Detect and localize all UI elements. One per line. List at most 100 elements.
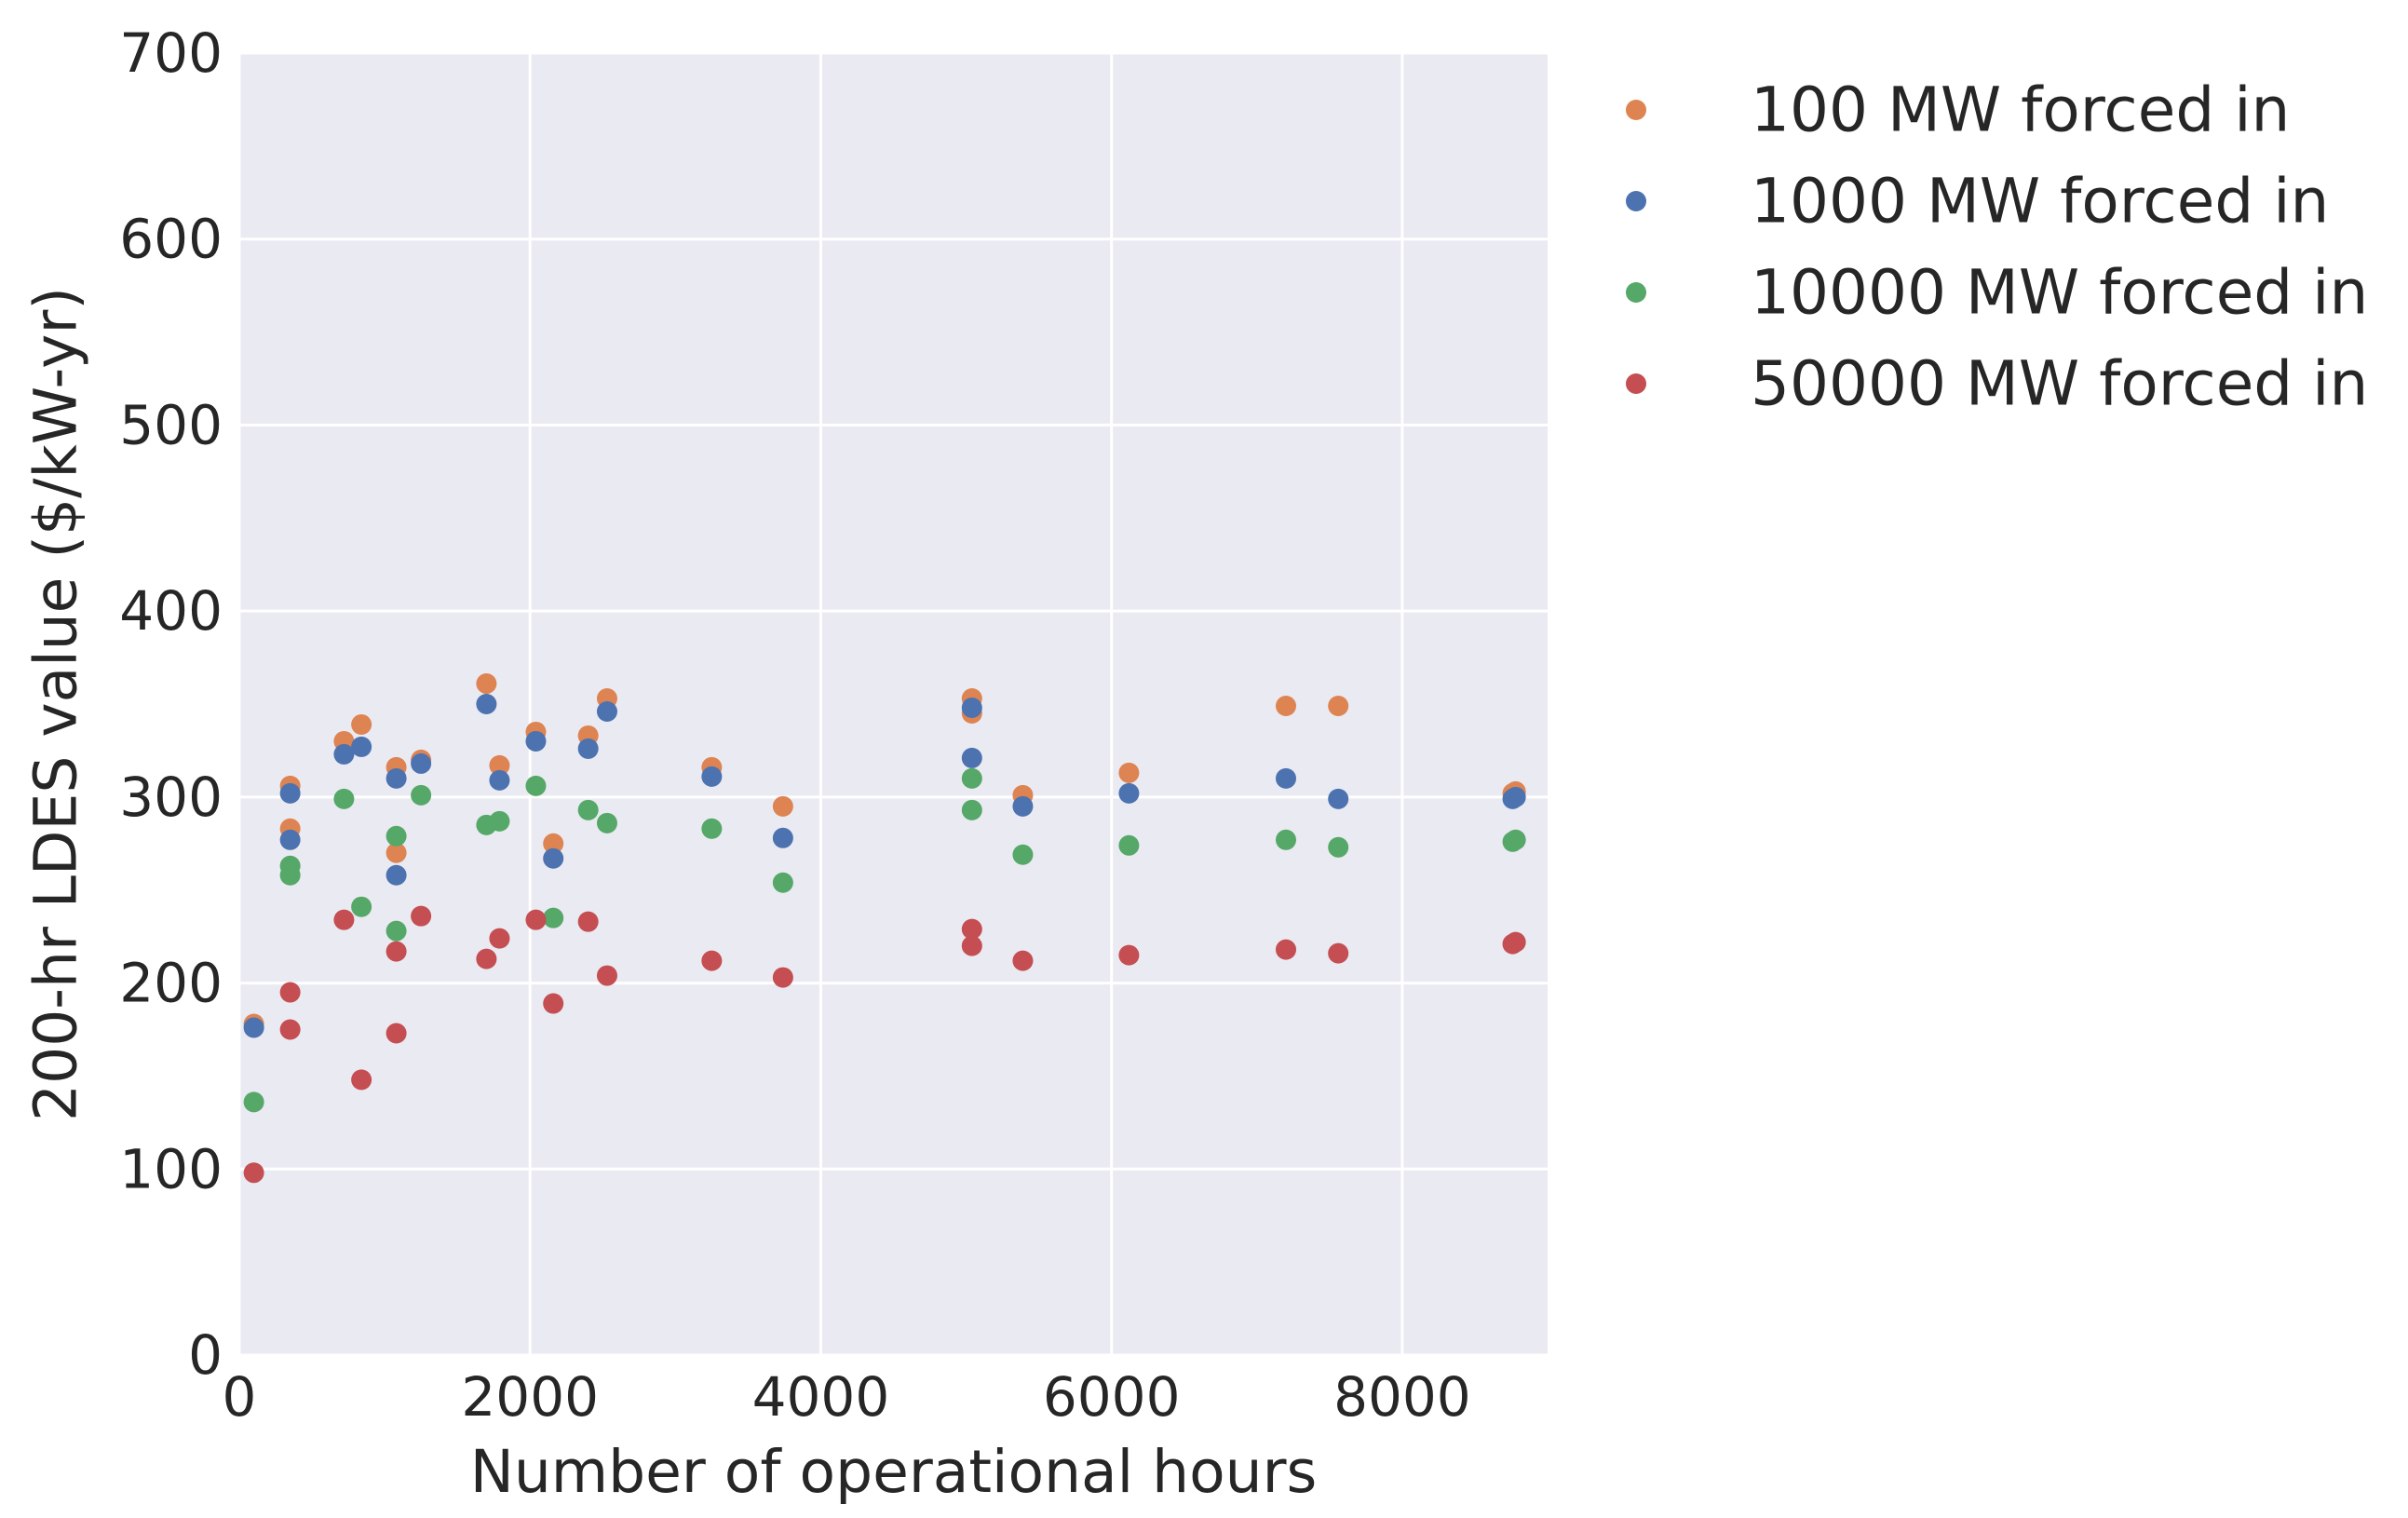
legend-marker: [1626, 282, 1646, 303]
x-tick-label: 4000: [752, 1365, 890, 1429]
scatter-point: [1328, 695, 1349, 716]
scatter-point: [411, 784, 432, 806]
scatter-point: [525, 730, 547, 752]
scatter-point: [596, 812, 617, 834]
scatter-point: [543, 847, 564, 869]
scatter-point: [351, 896, 372, 917]
legend: 100 MW forced in 1000 MW forced in 10000 M…: [1626, 75, 2368, 420]
scatter-point: [525, 909, 547, 930]
scatter-point: [577, 738, 599, 759]
scatter-point: [701, 766, 723, 787]
x-tick-labels: 0 2000 4000 6000 8000: [223, 1365, 1471, 1429]
series-points: [243, 767, 1526, 1113]
scatter-point: [1505, 829, 1526, 850]
scatter-point: [476, 673, 497, 695]
scatter-point: [333, 743, 355, 765]
scatter-point: [489, 810, 510, 832]
scatter-point: [1328, 788, 1349, 809]
scatter-point: [772, 795, 793, 817]
scatter-point: [1118, 944, 1140, 966]
scatter-point: [279, 829, 301, 850]
x-axis-label: Number of operational hours: [470, 1438, 1318, 1506]
legend-marker: [1626, 100, 1646, 120]
scatter-point: [961, 767, 982, 789]
y-tick-label: 0: [188, 1323, 223, 1387]
scatter-point: [351, 1069, 372, 1091]
scatter-point: [596, 965, 617, 986]
scatter-point: [1118, 762, 1140, 783]
scatter-point: [961, 799, 982, 820]
scatter-point: [961, 935, 982, 956]
scatter-point: [243, 1017, 264, 1038]
scatter-point: [489, 754, 510, 776]
y-tick-label: 200: [119, 952, 223, 1015]
legend-label: 1000 MW forced in: [1751, 166, 2329, 237]
scatter-point: [543, 993, 564, 1014]
legend-label: 50000 MW forced in: [1751, 348, 2368, 420]
scatter-point: [279, 782, 301, 804]
scatter-point: [577, 799, 599, 820]
scatter-point: [772, 872, 793, 893]
scatter-point: [701, 950, 723, 971]
scatter-point: [596, 700, 617, 722]
y-tick-label: 100: [119, 1137, 223, 1200]
scatter-point: [1012, 950, 1034, 971]
y-tick-labels: 0 100 200 300 400 500 600 700: [119, 21, 223, 1387]
scatter-point: [1328, 942, 1349, 964]
scatter-point: [701, 818, 723, 839]
y-tick-label: 300: [119, 766, 223, 829]
x-tick-label: 0: [223, 1365, 257, 1429]
scatter-point: [351, 713, 372, 735]
scatter-point: [386, 864, 407, 886]
scatter-point: [1276, 695, 1296, 716]
scatter-point: [489, 769, 510, 791]
data-points: [243, 673, 1526, 1184]
scatter-point: [961, 747, 982, 768]
x-tick-label: 2000: [461, 1365, 599, 1429]
gridlines: [237, 51, 1548, 1357]
scatter-point: [411, 905, 432, 927]
scatter-point: [577, 911, 599, 932]
legend-marker: [1626, 373, 1646, 394]
legend-label: 10000 MW forced in: [1751, 257, 2368, 329]
scatter-point: [1505, 931, 1526, 953]
y-axis-label: 200-hr LDES value ($/kW-yr): [22, 287, 90, 1121]
scatter-point: [1118, 782, 1140, 804]
scatter-point: [386, 825, 407, 847]
scatter-point: [961, 918, 982, 940]
legend-marker: [1626, 191, 1646, 211]
scatter-point: [386, 842, 407, 863]
scatter-point: [1012, 844, 1034, 865]
scatter-point: [543, 907, 564, 928]
series-points: [243, 905, 1526, 1184]
scatter-point: [489, 928, 510, 949]
scatter-point: [279, 864, 301, 886]
scatter-point: [1276, 829, 1296, 850]
scatter-point: [333, 788, 355, 809]
legend-label: 100 MW forced in: [1751, 75, 2290, 146]
scatter-point: [543, 833, 564, 854]
scatter-point: [386, 920, 407, 942]
scatter-point: [772, 827, 793, 848]
scatter-point: [1276, 767, 1296, 789]
scatter-point: [386, 767, 407, 789]
y-tick-label: 500: [119, 393, 223, 456]
scatter-point: [386, 1023, 407, 1044]
x-tick-label: 8000: [1333, 1365, 1471, 1429]
y-tick-label: 700: [119, 21, 223, 85]
scatter-point: [351, 736, 372, 757]
scatter-point: [476, 948, 497, 969]
series-points: [243, 694, 1526, 1038]
scatter-point: [279, 982, 301, 1003]
scatter-point: [243, 1091, 264, 1113]
scatter-point: [476, 694, 497, 714]
y-tick-label: 600: [119, 208, 223, 271]
y-tick-label: 400: [119, 579, 223, 643]
scatter-point: [1505, 786, 1526, 807]
scatter-point: [279, 1019, 301, 1040]
scatter-point: [333, 909, 355, 930]
scatter-point: [525, 775, 547, 796]
x-tick-label: 6000: [1043, 1365, 1181, 1429]
scatter-point: [961, 697, 982, 718]
